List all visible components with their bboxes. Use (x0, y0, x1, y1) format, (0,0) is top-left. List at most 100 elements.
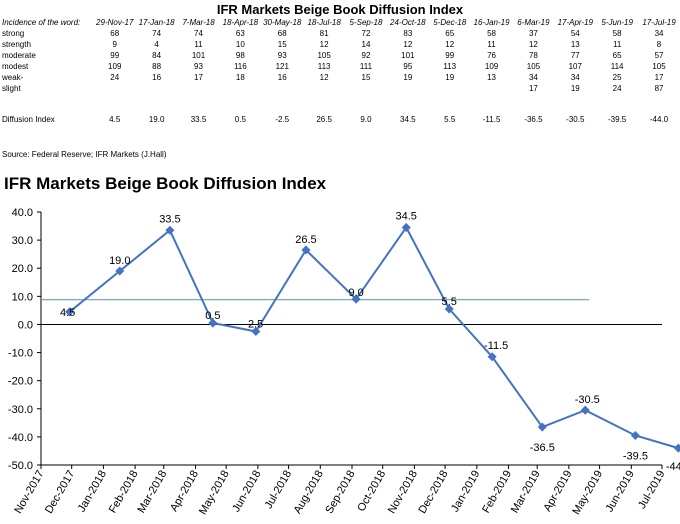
table-cell: 34 (570, 73, 580, 82)
y-tick-label: -50.0 (8, 460, 33, 472)
data-point-marker (537, 422, 547, 432)
table-cell: 121 (275, 62, 289, 71)
x-tick-label: Apr-2018 (168, 469, 201, 514)
y-tick-label: -20.0 (8, 376, 33, 388)
table-cell: 93 (277, 51, 287, 60)
y-tick-label: -30.0 (8, 404, 33, 416)
table-cell: 16 (152, 73, 162, 82)
table-cell: 116 (233, 62, 247, 71)
table-cell: -39.5 (608, 115, 627, 124)
table-cell: 19 (403, 73, 413, 82)
data-label: 19.0 (109, 255, 130, 267)
data-point-marker (251, 326, 261, 336)
data-label: 4.5 (60, 307, 75, 319)
table-cell: 78 (528, 51, 538, 60)
table-cell: 76 (487, 51, 497, 60)
table-date-header: 18-Apr-18 (222, 18, 259, 27)
table-date-header: 6-Mar-19 (517, 18, 550, 27)
row-label: modest (2, 62, 29, 71)
series-line (69, 225, 679, 450)
table-row-modest: modest 109 88 93 116 121 113 111 95 113 109 105 107 1… (0, 61, 680, 72)
y-tick-label: 40.0 (12, 207, 33, 219)
table-cell: 24 (612, 84, 622, 93)
x-tick-label: May-2018 (197, 469, 232, 517)
table-date-header: 16-Jan-19 (473, 18, 510, 27)
table-cell: -36.5 (524, 115, 543, 124)
table-cell: -30.5 (566, 115, 585, 124)
data-label: -30.5 (575, 394, 600, 406)
table-cell: 58 (612, 29, 622, 38)
x-tick-label: Apr-2019 (541, 469, 574, 514)
x-tick-label: Nov-2017 (12, 469, 46, 516)
table-cell: 11 (612, 40, 622, 49)
table-cell: 12 (445, 40, 455, 49)
row-label: strength (2, 40, 31, 49)
table-cell: 4.5 (109, 115, 121, 124)
table-cell: 25 (612, 73, 622, 82)
table-cell: 19 (570, 84, 580, 93)
table-cell: 34 (654, 29, 664, 38)
table-cell: 114 (610, 62, 624, 71)
data-point-marker (165, 225, 175, 235)
table-date-header: 17-Jul-19 (642, 18, 676, 27)
table-cell: 101 (191, 51, 206, 60)
table-cell: 26.5 (316, 115, 332, 124)
x-tick-label: Oct-2018 (355, 469, 388, 514)
table-cell: 111 (359, 62, 373, 71)
table-title: IFR Markets Beige Book Diffusion Index (216, 2, 464, 17)
source-note: Source: Federal Reserve; IFR Markets (J.… (2, 150, 167, 159)
x-tick-label: Jun-2018 (230, 469, 263, 515)
table-cell: 16 (277, 73, 287, 82)
table-cell: 95 (403, 62, 413, 71)
table-cell: 18 (235, 73, 245, 82)
data-point-marker (673, 443, 680, 453)
header-label: Incidence of the word: (2, 18, 81, 27)
x-tick-label: Dec-2017 (43, 469, 77, 516)
data-point-marker (301, 245, 311, 255)
table-cell: 68 (277, 29, 287, 38)
table-date-header: 17-Jan-18 (138, 18, 175, 27)
table-cell: 77 (570, 51, 580, 60)
table-cell: 11 (487, 40, 496, 49)
table-cell: 109 (484, 62, 499, 71)
table-cell: 93 (194, 62, 203, 71)
data-label: -2.5 (244, 318, 263, 330)
data-label: -11.5 (484, 340, 508, 352)
table-cell: 84 (152, 51, 162, 60)
table-cell: 4 (154, 40, 159, 49)
y-tick-label: 10.0 (12, 291, 33, 303)
table-cell: 13 (487, 73, 497, 82)
table-cell: 10 (235, 40, 245, 49)
table-cell: 34 (528, 73, 538, 82)
table-cell: 68 (110, 29, 120, 38)
data-label: 9.0 (348, 287, 363, 299)
table-row-strong: strong 68 74 74 63 68 81 72 83 65 58 37 54 58 34 (0, 28, 680, 39)
data-label: 34.5 (396, 210, 417, 222)
data-point-marker (65, 307, 75, 317)
row-label: Diffusion Index (2, 115, 55, 124)
table-cell: 17 (194, 73, 203, 82)
word-incidence-table: Incidence of the word: 29-Nov-17 17-Jan-… (0, 17, 680, 125)
x-tick-label: Jan-2018 (76, 469, 109, 515)
table-row-strength: strength 9 4 11 10 15 12 14 12 12 11 12 13 11 8 (0, 39, 680, 50)
y-tick-label: 0.0 (18, 319, 33, 331)
x-tick-label: Dec-2018 (416, 469, 450, 516)
table-cell: 12 (528, 40, 538, 49)
table-cell: 5.5 (444, 115, 456, 124)
table-cell: 8 (656, 40, 662, 49)
table-date-header: 17-Apr-19 (557, 18, 593, 27)
table-cell: 74 (194, 29, 203, 38)
table-cell: 98 (235, 51, 245, 60)
table-cell: 99 (445, 51, 455, 60)
table-cell: 54 (570, 29, 580, 38)
table-cell: 24 (110, 73, 120, 82)
table-cell: 87 (654, 84, 664, 93)
table-cell: 63 (235, 29, 245, 38)
table-cell: 105 (652, 62, 666, 71)
table-cell: 11 (194, 40, 203, 49)
x-tick-label: Aug-2018 (292, 469, 326, 516)
table-row-slight: slight 17 19 24 87 (0, 83, 680, 94)
table-cell: 17 (654, 73, 664, 82)
x-tick-label: May-2019 (570, 469, 605, 517)
